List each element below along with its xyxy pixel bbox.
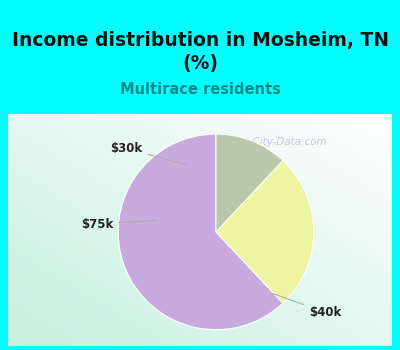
Wedge shape <box>118 134 283 330</box>
Text: $30k: $30k <box>110 142 186 164</box>
Text: Multirace residents: Multirace residents <box>120 82 280 97</box>
Wedge shape <box>216 134 283 232</box>
Text: $75k: $75k <box>81 218 156 231</box>
Text: ⓘ City-Data.com: ⓘ City-Data.com <box>243 137 326 147</box>
Wedge shape <box>216 161 314 303</box>
Text: $40k: $40k <box>272 293 341 319</box>
Text: Income distribution in Mosheim, TN
(%): Income distribution in Mosheim, TN (%) <box>12 31 388 72</box>
